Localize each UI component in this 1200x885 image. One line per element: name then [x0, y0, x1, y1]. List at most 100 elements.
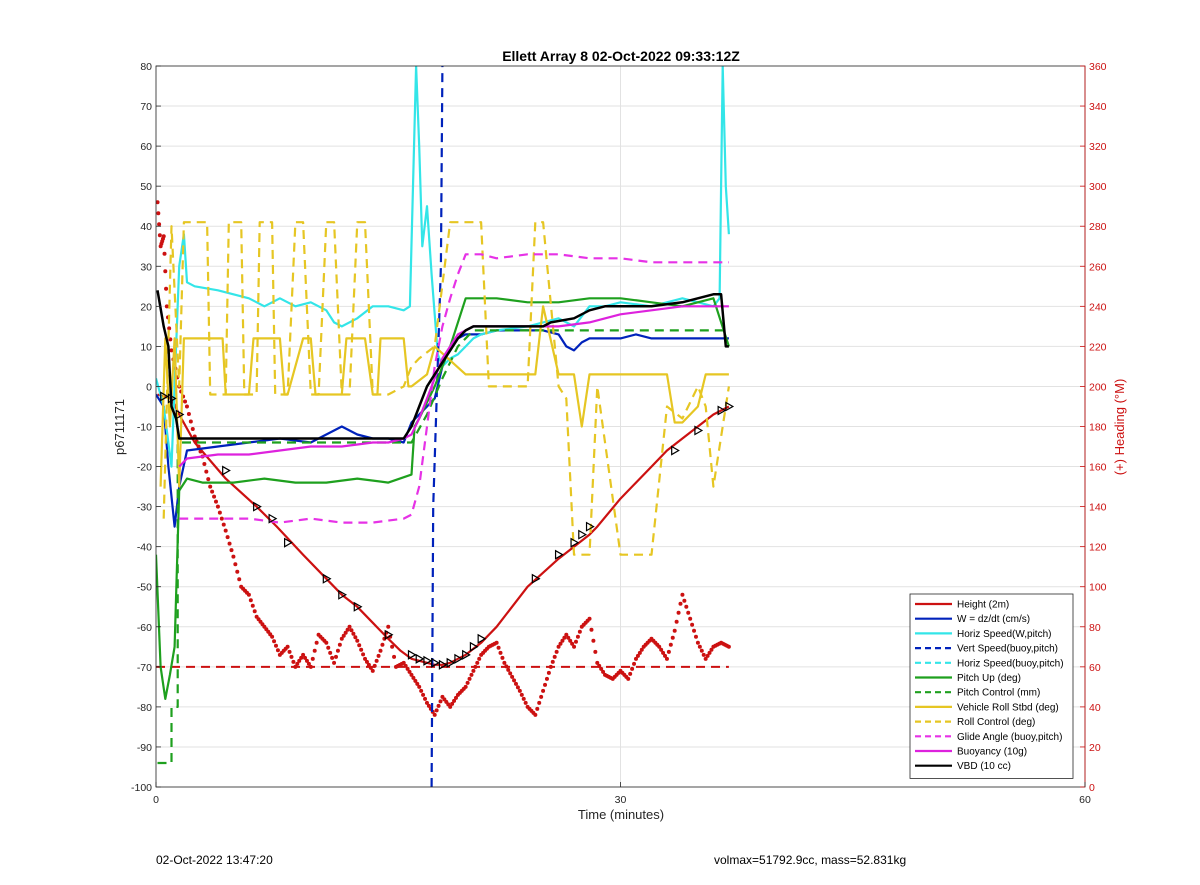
heading-dot [303, 655, 308, 660]
height-marker [717, 405, 727, 416]
legend-label: Horiz Speed(buoy,pitch) [957, 658, 1064, 669]
heading-dot [295, 661, 300, 666]
heading-dot [411, 675, 416, 680]
heading-dot [434, 708, 439, 713]
heading-dot [156, 200, 160, 205]
heading-dot [212, 494, 217, 499]
heading-dot [235, 569, 240, 574]
heading-dot [419, 688, 424, 693]
heading-dot [332, 660, 337, 665]
height-marker [694, 425, 704, 436]
heading-dot [233, 562, 238, 567]
heading-dot [208, 484, 213, 489]
heading-dot [335, 648, 340, 653]
heading-dot [471, 668, 476, 673]
heading-dot [699, 648, 704, 653]
y-tick-label: -80 [137, 702, 152, 714]
heading-dot [361, 652, 366, 657]
height-marker [222, 465, 231, 476]
heading-dot [417, 684, 422, 689]
height-marker [175, 409, 185, 420]
x-tick-label: 60 [1079, 794, 1091, 806]
chart-title: Ellett Array 8 02-Oct-2022 09:33:12Z [502, 48, 740, 64]
heading-dot [252, 609, 257, 614]
y-tick-label: 70 [140, 101, 152, 113]
heading-dot [376, 653, 381, 658]
heading-dot [639, 647, 644, 652]
heading-dot [355, 638, 360, 643]
y2-tick-label: 180 [1089, 422, 1107, 434]
heading-dot [533, 712, 538, 717]
legend-label: Horiz Speed(W,pitch) [957, 629, 1051, 640]
y2-tick-label: 200 [1089, 381, 1107, 393]
series-line-0 [157, 393, 730, 666]
heading-dot [599, 666, 604, 671]
series-line-3 [430, 66, 444, 787]
heading-dot [347, 624, 352, 629]
heading-dot [726, 644, 731, 649]
heading-dot [250, 603, 255, 608]
heading-dot [273, 643, 278, 648]
heading-dot [552, 654, 557, 659]
heading-dot [475, 660, 480, 665]
heading-dot [426, 703, 431, 708]
heading-dot [364, 659, 369, 664]
heading-dot [287, 649, 292, 654]
y-tick-label: 0 [146, 381, 152, 393]
heading-dot [537, 700, 542, 705]
heading-dot [502, 660, 507, 665]
heading-dot [184, 404, 189, 409]
series-line-6 [157, 329, 729, 765]
legend-label: Height (2m) [957, 600, 1009, 611]
heading-dot [450, 701, 455, 706]
y-tick-label: -20 [137, 462, 152, 474]
heading-dot [401, 660, 406, 665]
heading-dot [217, 510, 222, 515]
heading-dot [695, 640, 700, 645]
heading-dot [512, 678, 517, 683]
y2-tick-label: 60 [1089, 662, 1101, 674]
heading-dot [517, 688, 522, 693]
heading-dot [341, 633, 346, 638]
heading-dot [386, 624, 391, 629]
heading-dot [628, 671, 633, 676]
heading-dot [693, 634, 698, 639]
heading-dot [202, 462, 207, 467]
heading-dot [556, 644, 561, 649]
heading-dot [674, 619, 679, 624]
heading-dot [500, 655, 505, 660]
heading-dot [345, 627, 350, 632]
legend-label: W = dz/dt (cm/s) [957, 614, 1030, 625]
heading-dot [469, 672, 474, 677]
height-marker [671, 445, 680, 456]
y-tick-label: -100 [131, 782, 152, 794]
height-marker [469, 641, 479, 652]
heading-dot [415, 681, 420, 686]
height-markers [160, 391, 735, 670]
y2-tick-label: 40 [1089, 702, 1101, 714]
heading-dot [390, 644, 395, 649]
heading-dot [206, 477, 211, 482]
heading-dot [270, 634, 275, 639]
height-marker [531, 573, 541, 584]
heading-dot [496, 645, 501, 650]
series-line-10 [178, 305, 729, 468]
heading-dot [223, 528, 228, 533]
heading-dot [591, 638, 596, 643]
heading-dot [709, 647, 714, 652]
y-tick-label: -40 [137, 542, 152, 554]
y-tick-label: -30 [137, 502, 152, 514]
heading-dot [378, 648, 383, 653]
heading-dot [161, 234, 166, 239]
heading-dot [285, 644, 290, 649]
heading-dot [535, 706, 540, 711]
x-tick-label: 0 [153, 794, 159, 806]
heading-dot [424, 700, 429, 705]
heading-dot [697, 644, 702, 649]
heading-dot [705, 653, 710, 658]
heading-dot [351, 631, 356, 636]
y2-tick-label: 280 [1089, 221, 1107, 233]
y2-tick-label: 240 [1089, 301, 1107, 313]
height-marker [384, 629, 394, 640]
